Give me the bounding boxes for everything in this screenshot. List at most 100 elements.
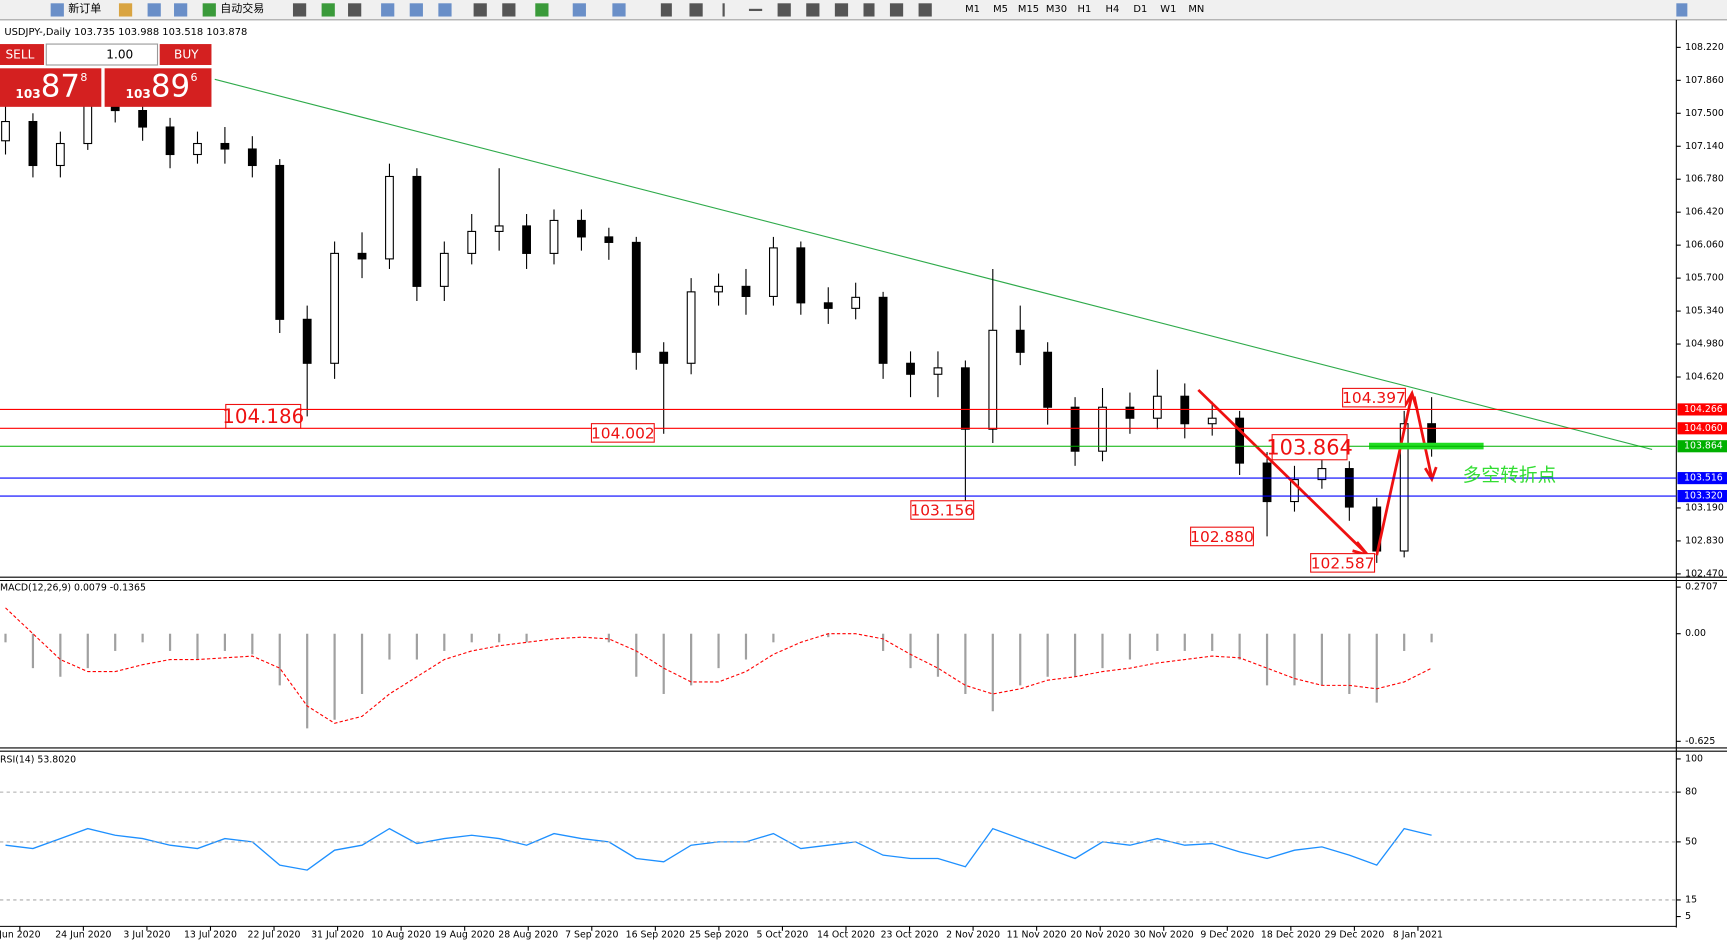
icon[interactable] (502, 3, 516, 17)
timeframe-button[interactable]: D1 (1133, 4, 1147, 15)
icon[interactable] (381, 3, 395, 17)
buy-price-box[interactable] (104, 68, 212, 107)
annotation-box (1271, 434, 1348, 461)
candle-body (933, 367, 943, 375)
date-label: 3 Jul 2020 (123, 930, 170, 941)
date-label: 9 Dec 2020 (1200, 930, 1254, 941)
buy-price-big: 103 (126, 87, 151, 101)
timeframe-button[interactable]: W1 (1160, 4, 1176, 15)
annotation-label: 104.186 (222, 405, 304, 428)
candle-body (659, 351, 669, 364)
icon[interactable] (572, 3, 586, 17)
candle-body (1207, 417, 1217, 425)
icon[interactable] (806, 3, 820, 17)
icon[interactable] (612, 3, 626, 17)
candle-body (741, 285, 751, 297)
price-tick-label: 107.140 (1685, 141, 1724, 152)
lot-input[interactable] (45, 43, 159, 66)
candle-body (467, 230, 477, 254)
price-tick-label: 104.980 (1685, 339, 1724, 350)
arrow-line (1197, 388, 1367, 554)
date-label: 16 Sep 2020 (626, 930, 685, 941)
price-level-label: 104.266 (1684, 404, 1723, 415)
macd-tick-label: 0.00 (1685, 628, 1706, 639)
price-tick-label: 103.190 (1685, 502, 1724, 513)
date-label: 7 Sep 2020 (565, 930, 618, 941)
icon[interactable] (174, 3, 188, 17)
price-level-tag (1677, 489, 1727, 503)
candle-body (385, 175, 394, 260)
chart-header: USDJPY-,Daily 103.735 103.988 103.518 10… (4, 27, 247, 38)
icon[interactable] (292, 3, 307, 17)
date-label: 22 Jul 2020 (248, 930, 301, 941)
candle-body (1317, 468, 1327, 481)
price-tick-label: 102.470 (1685, 568, 1724, 579)
timeframe-button[interactable]: H1 (1078, 4, 1092, 15)
icon[interactable] (660, 3, 672, 17)
date-label: 10 Aug 2020 (371, 930, 431, 941)
candle-body (494, 225, 504, 232)
timeframe-button[interactable]: M15 (1018, 4, 1039, 15)
timeframe-button[interactable]: MN (1188, 4, 1204, 15)
toolbar-icons (50, 3, 1688, 17)
macd-label: MACD(12,26,9) 0.0079 -0.1365 (0, 583, 146, 594)
date-label: 2 Nov 2020 (946, 930, 1000, 941)
icon[interactable] (202, 3, 216, 17)
timeframe-button[interactable]: M5 (993, 4, 1008, 15)
candle-body (1125, 406, 1135, 419)
icon[interactable] (689, 3, 703, 17)
icon[interactable] (118, 3, 133, 17)
rsi-line (5, 827, 1432, 871)
price-level-tag (1677, 422, 1727, 435)
icon[interactable] (535, 3, 549, 17)
price-tick-label: 106.780 (1685, 174, 1724, 185)
rsi-label: RSI(14) 53.8020 (0, 755, 76, 766)
candle-body (1098, 406, 1107, 452)
icon[interactable] (438, 3, 452, 17)
icon[interactable] (1676, 3, 1688, 17)
annotation-box (225, 403, 302, 429)
price-level-label: 103.864 (1684, 441, 1723, 452)
icon[interactable] (473, 3, 487, 17)
annotation-box (1310, 553, 1376, 573)
candle-body (631, 241, 641, 353)
sell-price-box[interactable] (0, 68, 102, 107)
timeframe-button[interactable]: M30 (1046, 4, 1067, 15)
candle-body (330, 252, 340, 364)
buy-button[interactable] (159, 44, 212, 65)
candle-body (577, 219, 586, 238)
icon[interactable] (834, 3, 849, 17)
candle-body (1, 120, 10, 142)
icon[interactable] (777, 3, 791, 17)
icon[interactable] (889, 3, 904, 17)
candle-body (55, 142, 65, 167)
annotation-label: 102.880 (1190, 528, 1254, 546)
timeframe-button[interactable]: M1 (965, 4, 980, 15)
icon[interactable] (348, 3, 362, 17)
annotation-label: 103.864 (1266, 435, 1352, 459)
price-tick-label: 106.060 (1685, 240, 1724, 251)
icon[interactable] (147, 3, 161, 17)
candle-body (878, 296, 888, 364)
arrow-line (1375, 394, 1414, 556)
timeframe-button[interactable]: H4 (1106, 4, 1120, 15)
annotation-label: 103.156 (910, 502, 974, 520)
annotation-label: 多空转折点 (1463, 465, 1557, 486)
lot-value: 1.00 (106, 48, 133, 62)
icon[interactable] (748, 8, 763, 12)
icon[interactable] (863, 3, 875, 17)
icon[interactable] (50, 3, 64, 17)
candle-body (960, 367, 970, 430)
sell-button[interactable] (0, 44, 45, 65)
icon[interactable] (409, 3, 423, 17)
candle-body (823, 302, 833, 309)
icon[interactable] (722, 3, 725, 17)
buy-price-main: 89 (151, 69, 190, 105)
rsi-tick-label: 15 (1685, 894, 1697, 905)
date-label: Jun 2020 (0, 930, 41, 941)
arrow-line (1412, 396, 1434, 479)
icon[interactable] (918, 3, 932, 17)
icon[interactable] (321, 3, 335, 17)
price-level-label: 103.516 (1684, 473, 1723, 484)
sell-price-sup: 8 (80, 71, 87, 84)
